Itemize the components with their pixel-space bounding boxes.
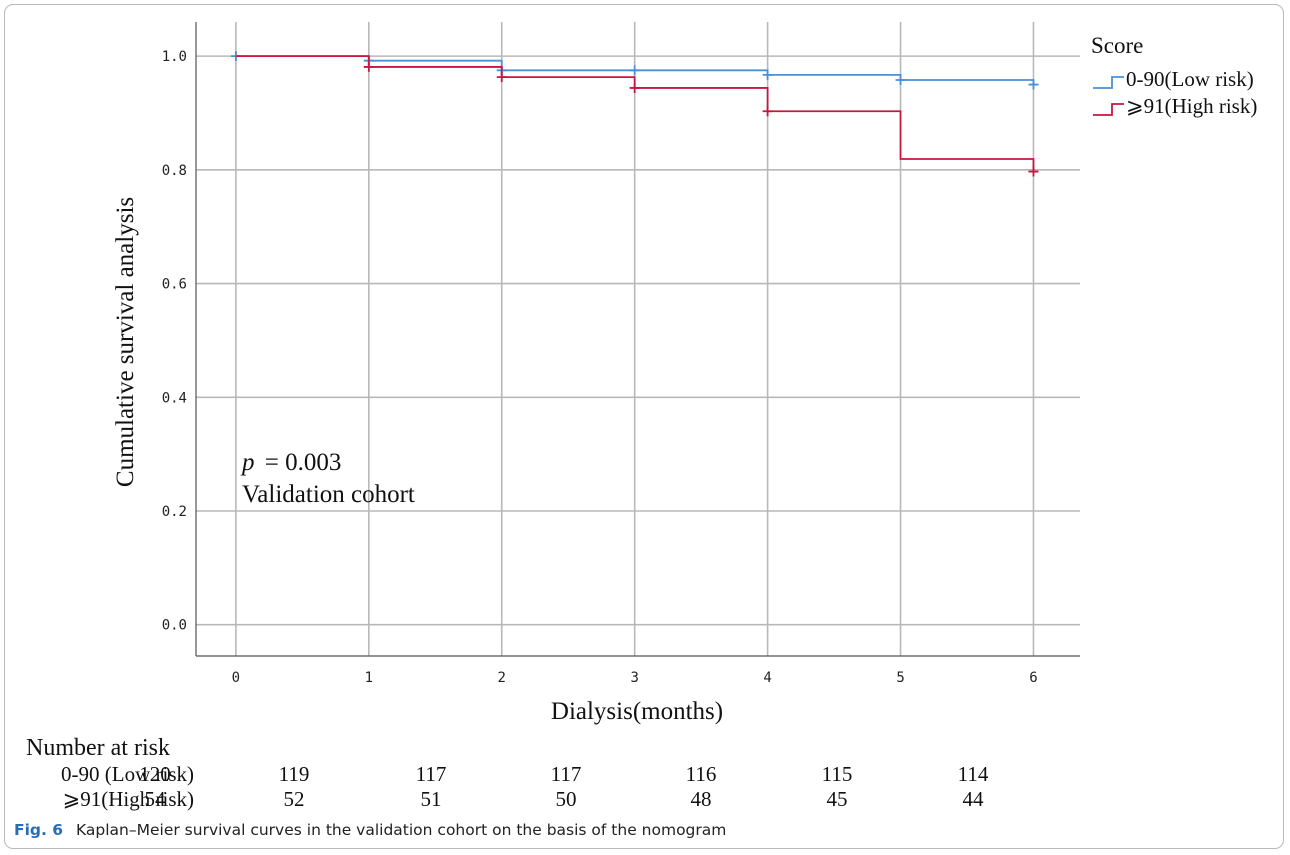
risk-value-1-4: 48: [691, 787, 712, 811]
series-layer: [230, 51, 1039, 177]
risk-value-0-1: 119: [279, 762, 310, 786]
risk-row-label-high: ⩾91(High risk): [63, 787, 194, 811]
grid-layer: [196, 22, 1080, 656]
risk-value-1-3: 50: [556, 787, 577, 811]
y-tick-label-4: 0.8: [162, 163, 187, 179]
legend-entry-high-risk: ⩾91(High risk): [1093, 94, 1257, 118]
risk-value-0-0: 120: [139, 762, 171, 786]
risk-value-1-6: 44: [963, 787, 985, 811]
legend-swatch-high-risk: [1093, 103, 1124, 116]
legend-swatch-low-risk: [1093, 76, 1124, 89]
legend-label-high-risk: ⩾91(High risk): [1126, 94, 1257, 118]
censor-mark-0-6: [1028, 79, 1039, 90]
series-1: [235, 55, 1039, 177]
caption-text: Kaplan–Meier survival curves in the vali…: [76, 821, 726, 839]
x-tick-label-3: 3: [630, 670, 638, 686]
censor-mark-0-5: [895, 74, 906, 85]
x-tick-label-6: 6: [1029, 670, 1037, 686]
censor-mark-1-0: [363, 61, 374, 72]
risk-value-1-5: 45: [827, 787, 848, 811]
risk-value-1-1: 52: [284, 787, 305, 811]
risk-value-0-6: 114: [958, 762, 989, 786]
legend-title: Score: [1091, 33, 1143, 58]
y-axis-label: Cumulative survival analysis: [112, 197, 139, 487]
risk-value-1-2: 51: [421, 787, 442, 811]
x-tick-label-4: 4: [763, 670, 771, 686]
risk-value-0-3: 117: [551, 762, 582, 786]
legend-label-low-risk: 0-90(Low risk): [1126, 67, 1254, 91]
y-tick-label-1: 0.2: [162, 504, 187, 520]
p-symbol: p: [240, 449, 255, 476]
risk-value-0-4: 116: [686, 762, 717, 786]
risk-table-title: Number at risk: [26, 735, 170, 761]
x-tick-label-2: 2: [498, 670, 506, 686]
censor-mark-1-3: [762, 106, 773, 117]
censor-mark-0-3: [629, 65, 640, 76]
p-value-annotation: p = 0.003: [240, 449, 341, 476]
x-axis-label: Dialysis(months): [551, 698, 723, 725]
risk-value-0-2: 117: [416, 762, 447, 786]
p-value: = 0.003: [265, 449, 342, 476]
risk-values: 120 119 117 117 116 115 114 54 52 51 50 48 45 44: [139, 762, 989, 811]
x-tick-label-0: 0: [232, 670, 240, 686]
y-tick-label-3: 0.6: [162, 277, 187, 293]
risk-table: Number at risk 0-90 (Low risk) ⩾91(High …: [26, 735, 989, 811]
legend: Score 0-90(Low risk) ⩾91(High risk): [1091, 33, 1257, 118]
y-tick-label-0: 0.0: [162, 618, 187, 634]
figure-frame: [4, 4, 1284, 849]
axes-layer: [195, 22, 1080, 657]
risk-row-label-low: 0-90 (Low risk): [61, 762, 194, 786]
risk-value-1-0: 54: [145, 787, 167, 811]
x-tick-label-5: 5: [896, 670, 904, 686]
risk-value-0-5: 115: [822, 762, 853, 786]
y-tick-label-2: 0.4: [162, 390, 187, 406]
legend-entry-low-risk: 0-90(Low risk): [1093, 67, 1254, 91]
caption-label: Fig. 6: [14, 821, 63, 839]
cohort-annotation: Validation cohort: [242, 481, 415, 508]
censor-mark-0-4: [762, 69, 773, 80]
x-tick-label-1: 1: [365, 670, 373, 686]
censor-mark-1-1: [496, 72, 507, 83]
y-tick-label-5: 1.0: [162, 49, 187, 65]
censor-mark-1-4: [1028, 166, 1039, 177]
tick-label-layer: 0 1 2 3 4 5 6 0.0 0.2 0.4 0.6 0.8 1.0: [162, 49, 1038, 686]
censor-mark-1-2: [629, 82, 640, 93]
figure-caption: Fig. 6 Kaplan–Meier survival curves in t…: [14, 821, 726, 839]
